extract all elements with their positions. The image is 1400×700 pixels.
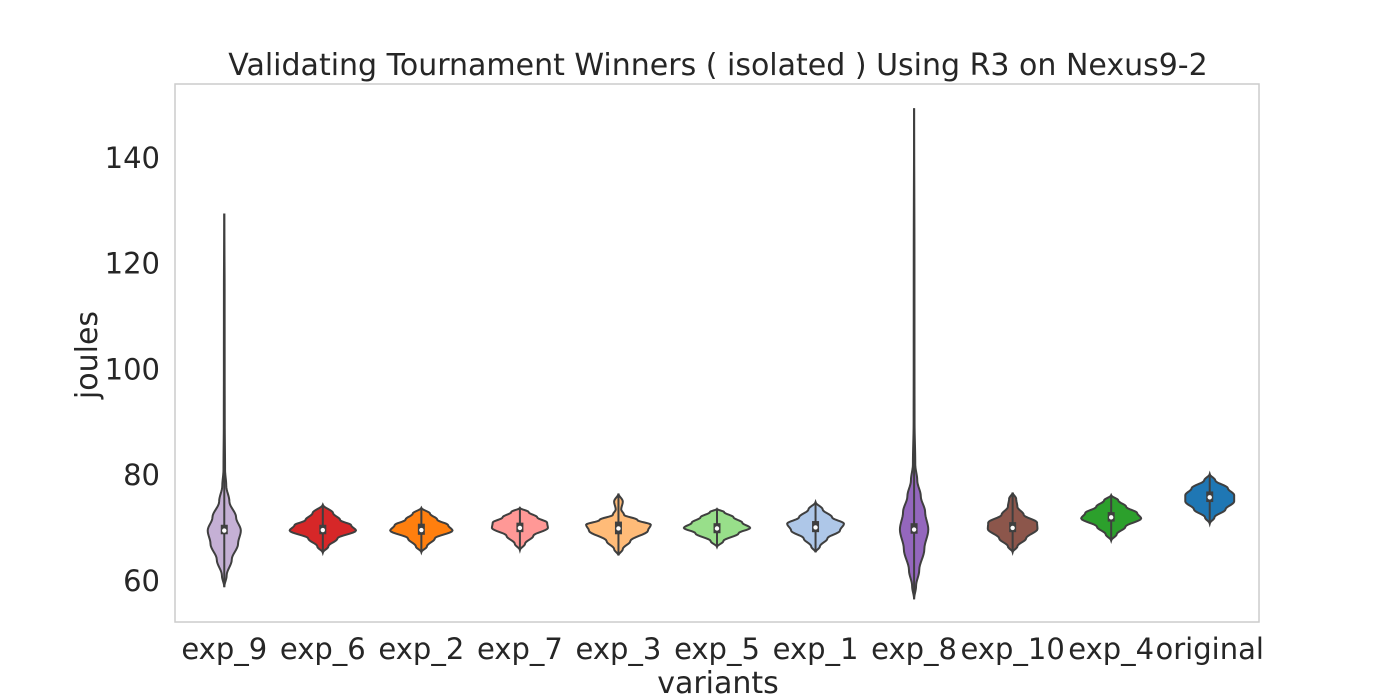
x-tick-label: exp_6: [280, 632, 366, 666]
violin-median-marker: [1108, 515, 1114, 520]
y-tick-label: 80: [123, 458, 160, 492]
y-tick-label: 120: [105, 247, 160, 281]
y-tick-label: 100: [105, 352, 160, 386]
violin-median-marker: [419, 527, 424, 533]
x-tick-label: exp_9: [181, 632, 267, 666]
plot-area-frame: [174, 83, 1260, 623]
y-tick-label: 140: [105, 141, 160, 175]
violin-exp_6: [288, 502, 358, 557]
violin-median-marker: [911, 527, 917, 532]
violin-median-marker: [222, 528, 227, 533]
x-tick-label: exp_5: [674, 632, 760, 666]
violin-median-marker: [517, 525, 523, 531]
chart-title: Validating Tournament Winners ( isolated…: [228, 48, 1207, 83]
violin-exp_9: [206, 213, 242, 588]
x-tick-label: exp_2: [378, 632, 464, 666]
violin-median-marker: [714, 526, 720, 531]
violin-median-marker: [1207, 495, 1212, 500]
x-tick-label: exp_1: [773, 632, 859, 666]
violin-exp_3: [585, 493, 652, 556]
y-axis-label: joules: [70, 311, 105, 400]
x-tick-label: exp_7: [477, 632, 563, 666]
violin-exp_8: [898, 108, 930, 600]
violin-median-marker: [616, 526, 621, 531]
violin-exp_2: [389, 505, 454, 556]
violin-exp_7: [490, 506, 549, 554]
violin-exp_10: [986, 492, 1039, 556]
x-tick-label: exp_4: [1068, 632, 1154, 666]
x-tick-label: exp_10: [960, 632, 1064, 666]
x-tick-label: exp_3: [576, 632, 662, 666]
x-tick-label: exp_8: [871, 632, 957, 666]
x-axis-label: variants: [657, 666, 779, 700]
violin-exp_4: [1080, 492, 1143, 545]
y-tick-label: 60: [123, 564, 160, 598]
violin-exp_1: [786, 498, 845, 553]
violin-original: [1184, 470, 1236, 528]
violin-median-marker: [813, 525, 818, 530]
violin-median-marker: [1010, 525, 1015, 531]
violin-median-marker: [320, 527, 326, 533]
violin-exp_5: [682, 507, 752, 550]
x-tick-label: original: [1156, 632, 1264, 666]
